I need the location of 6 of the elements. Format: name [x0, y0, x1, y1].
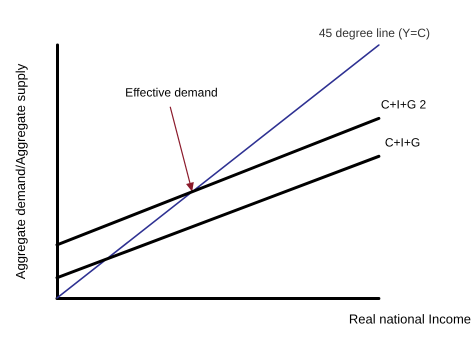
x-axis-title: Real national Income	[348, 312, 472, 326]
series-label: C+I+G 2	[380, 97, 427, 112]
y-axis-title: Aggregate demand/Aggregate supply	[13, 63, 28, 280]
series-label: 45 degree line (Y=C)	[318, 26, 430, 40]
annotation: Effective demand	[125, 86, 218, 100]
series-label: C+I+G	[384, 135, 420, 150]
